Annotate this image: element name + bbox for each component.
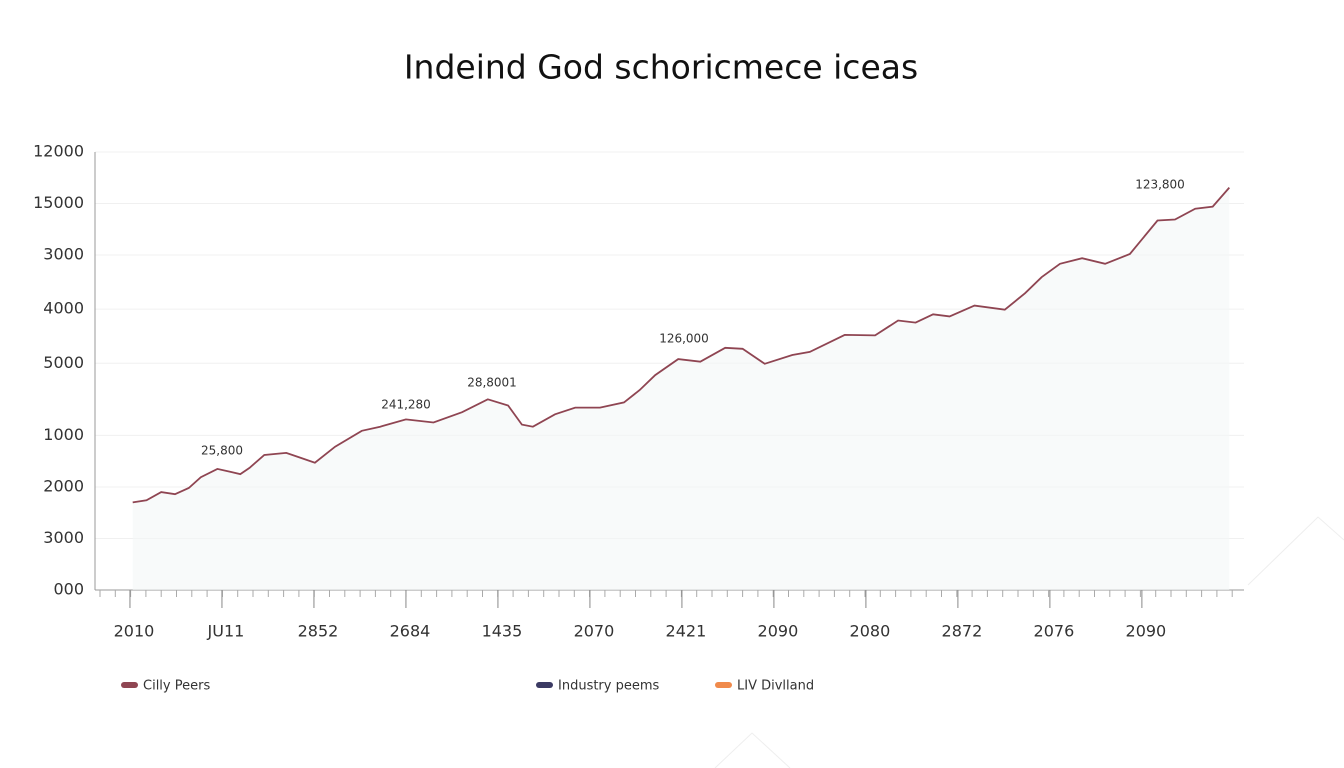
legend-label: LIV Divlland <box>737 679 814 694</box>
legend-swatch <box>715 682 732 688</box>
decoration <box>714 516 1344 768</box>
x-tick-label: 2852 <box>298 622 339 641</box>
x-tick-label: 2090 <box>758 622 799 641</box>
y-tick-label: 000 <box>53 580 84 599</box>
x-tick-label: 2421 <box>666 622 707 641</box>
y-tick-label: 1000 <box>43 425 84 444</box>
y-tick-label: 5000 <box>43 353 84 372</box>
annotation: 25,800 <box>201 444 243 458</box>
y-tick-label: 12000 <box>33 142 84 161</box>
annotation: 241,280 <box>381 398 431 412</box>
y-tick-label: 4000 <box>43 299 84 318</box>
x-tick-label: 2070 <box>574 622 615 641</box>
annotation: 28,8001 <box>467 376 517 390</box>
annotation: 126,000 <box>659 332 709 346</box>
area <box>132 187 1230 590</box>
x-tick-label: 1435 <box>482 622 523 641</box>
y-tick-label: 15000 <box>33 193 84 212</box>
y-tick-label: 3000 <box>43 245 84 264</box>
x-tick-label: 2080 <box>850 622 891 641</box>
y-tick-label: 3000 <box>43 528 84 547</box>
legend-swatch <box>121 682 138 688</box>
x-tick-label: 2090 <box>1126 622 1167 641</box>
x-tick-label: 2684 <box>390 622 431 641</box>
legend-swatch <box>536 682 553 688</box>
legend-label: Cilly Peers <box>143 679 210 694</box>
chart-title: Indeind God schoricmece iceas <box>404 48 918 87</box>
line <box>132 187 1230 504</box>
x-tick-label: 2076 <box>1034 622 1075 641</box>
legend-label: Industry peems <box>558 679 660 694</box>
annotation: 123,800 <box>1135 178 1185 192</box>
x-tick-label: 2872 <box>942 622 983 641</box>
y-tick-label: 2000 <box>43 476 84 495</box>
x-tick-label: 2010 <box>114 622 155 641</box>
x-tick-label: JU11 <box>207 622 245 641</box>
